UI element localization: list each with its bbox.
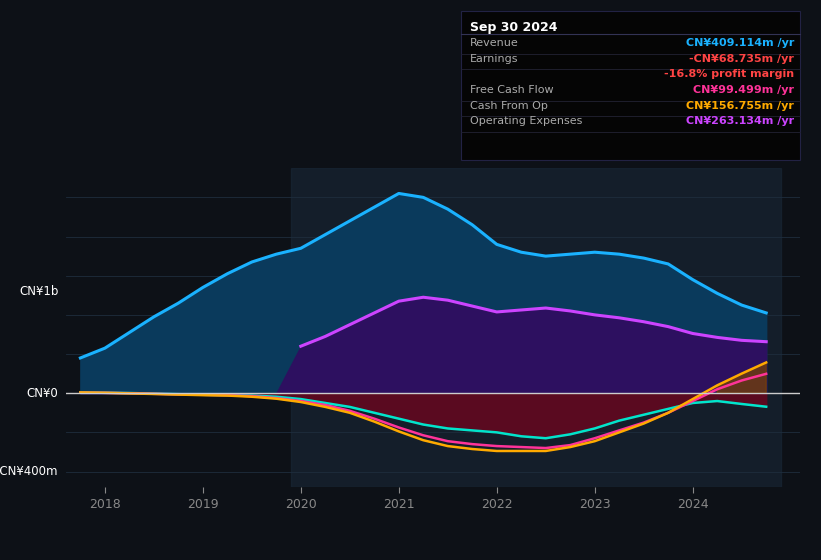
Text: CN¥263.134m /yr: CN¥263.134m /yr — [686, 116, 794, 127]
Text: Cash From Op: Cash From Op — [470, 101, 548, 111]
Text: CN¥0: CN¥0 — [26, 387, 58, 400]
Text: CN¥1b: CN¥1b — [19, 285, 58, 298]
Text: -16.8% profit margin: -16.8% profit margin — [664, 69, 794, 80]
Text: Free Cash Flow: Free Cash Flow — [470, 85, 553, 95]
Text: Revenue: Revenue — [470, 38, 518, 48]
Text: Earnings: Earnings — [470, 54, 518, 64]
Bar — [291, 168, 781, 487]
Text: Operating Expenses: Operating Expenses — [470, 116, 582, 127]
Text: CN¥409.114m /yr: CN¥409.114m /yr — [686, 38, 794, 48]
Text: CN¥99.499m /yr: CN¥99.499m /yr — [693, 85, 794, 95]
Text: Sep 30 2024: Sep 30 2024 — [470, 21, 557, 34]
Text: CN¥156.755m /yr: CN¥156.755m /yr — [686, 101, 794, 111]
Text: -CN¥400m: -CN¥400m — [0, 465, 58, 478]
Text: -CN¥68.735m /yr: -CN¥68.735m /yr — [689, 54, 794, 64]
